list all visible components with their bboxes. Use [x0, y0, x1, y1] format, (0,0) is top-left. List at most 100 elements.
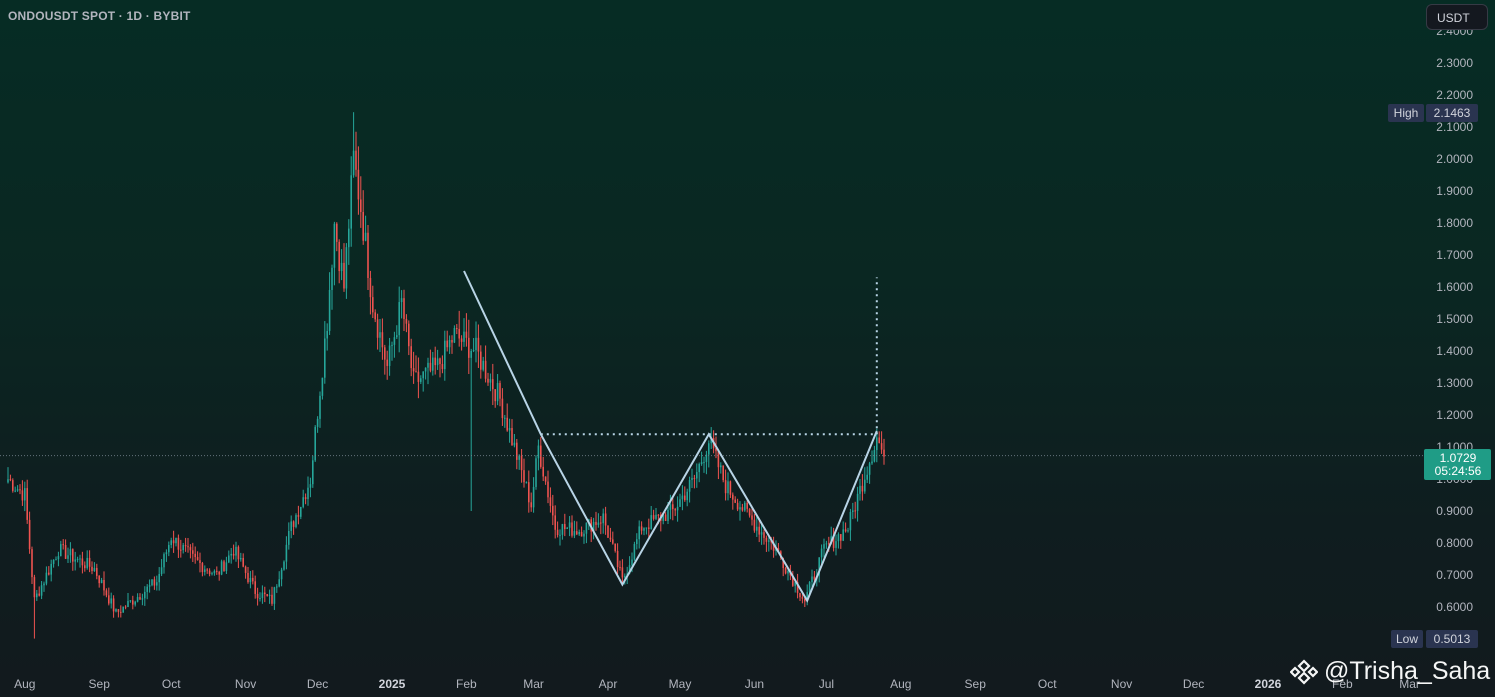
binance-logo-icon — [1290, 658, 1318, 685]
candle-body — [504, 417, 506, 419]
candle-body — [566, 527, 568, 529]
low-value-text: 0.5013 — [1434, 632, 1471, 646]
candle-body — [506, 417, 508, 431]
candle-body — [564, 524, 566, 529]
candle-body — [288, 530, 290, 545]
low-label-text: Low — [1396, 632, 1418, 646]
candle-body — [204, 569, 206, 573]
candle-body — [132, 600, 134, 605]
candle-body — [391, 344, 393, 346]
candle-body — [664, 514, 667, 521]
candle-body — [696, 472, 698, 479]
low-price-label: Low 0.5013 — [1391, 630, 1478, 648]
candle-body — [336, 223, 338, 242]
candle-body — [110, 598, 112, 604]
candle-body — [571, 522, 573, 536]
candle-body — [674, 509, 676, 511]
candle-body — [268, 594, 271, 596]
candle-body — [38, 593, 40, 596]
candle-body — [136, 597, 139, 602]
price-tick-label: 2.0000 — [1436, 152, 1473, 166]
candle-body — [295, 515, 297, 527]
double-bottom-pattern-line — [463, 270, 878, 603]
candle-body — [343, 262, 345, 289]
candle-body — [578, 531, 580, 535]
candle-body — [367, 232, 369, 278]
candle-body — [36, 593, 38, 598]
candle-body — [112, 598, 115, 612]
candle-body — [105, 590, 108, 596]
candle-body — [463, 331, 465, 342]
candle-body — [187, 546, 189, 548]
time-axis[interactable]: Aug Sep Oct Nov Dec 2025 Feb Mar Apr May Jun Jul Aug… — [14, 677, 1420, 691]
candle-body — [14, 490, 16, 492]
candle-body — [43, 583, 45, 586]
candle-body — [808, 581, 811, 593]
candle-body — [684, 495, 686, 501]
candle-body — [309, 484, 312, 488]
candle-body — [348, 228, 350, 248]
candle-body — [717, 451, 720, 468]
candle-body — [148, 585, 151, 587]
candle-body — [818, 557, 820, 576]
candle-body — [633, 544, 636, 560]
candlestick-series — [7, 112, 885, 639]
candle-body — [758, 526, 760, 535]
candle-body — [475, 337, 477, 351]
candle-body — [669, 504, 672, 510]
candle-body — [787, 570, 789, 574]
candle-body — [28, 519, 31, 550]
candle-body — [64, 544, 67, 559]
candle-body — [393, 337, 396, 345]
candle-body — [93, 567, 96, 572]
candle-body — [648, 527, 650, 529]
candle-body — [645, 527, 648, 529]
candle-body — [189, 547, 192, 551]
candle-body — [432, 357, 434, 371]
time-tick-label: Aug — [14, 677, 35, 691]
candle-body — [252, 577, 254, 582]
candle-body — [81, 558, 84, 566]
candle-body — [324, 338, 326, 378]
time-tick-label: Dec — [1183, 677, 1204, 691]
candle-body — [837, 534, 840, 542]
candle-body — [196, 557, 199, 561]
candle-body — [360, 199, 362, 212]
candle-body — [235, 546, 237, 556]
price-tick-label: 1.3000 — [1436, 376, 1473, 390]
candle-body — [429, 362, 432, 371]
candle-body — [446, 340, 448, 348]
candle-body — [225, 562, 228, 571]
candle-body — [439, 358, 441, 364]
candle-body — [468, 337, 470, 358]
candle-body — [496, 383, 499, 402]
candle-body — [835, 541, 837, 548]
candle-body — [688, 479, 691, 492]
candle-body — [172, 540, 175, 544]
candle-body — [182, 545, 184, 551]
time-tick-label: Sep — [89, 677, 111, 691]
candle-body — [600, 522, 602, 524]
candle-body — [98, 575, 100, 584]
candle-body — [804, 598, 806, 602]
candle-body — [499, 383, 501, 399]
candle-body — [9, 479, 12, 481]
price-axis[interactable]: 2.40002.30002.20002.10002.00001.90001.80… — [1436, 24, 1473, 614]
candle-body — [386, 359, 388, 366]
candle-body — [796, 581, 799, 593]
candle-body — [326, 330, 328, 339]
price-tick-label: 2.1000 — [1436, 120, 1473, 134]
price-tick-label: 0.9000 — [1436, 504, 1473, 518]
candle-body — [518, 455, 520, 460]
currency-button[interactable]: USDT — [1426, 4, 1488, 30]
candle-body — [417, 371, 420, 382]
candle-body — [218, 571, 220, 575]
candle-body — [501, 398, 504, 419]
price-tick-label: 0.6000 — [1436, 600, 1473, 614]
candle-body — [384, 347, 386, 360]
price-tick-label: 1.5000 — [1436, 312, 1473, 326]
time-tick-label: Mar — [523, 677, 544, 691]
candle-body — [427, 362, 429, 368]
candle-body — [52, 559, 55, 564]
